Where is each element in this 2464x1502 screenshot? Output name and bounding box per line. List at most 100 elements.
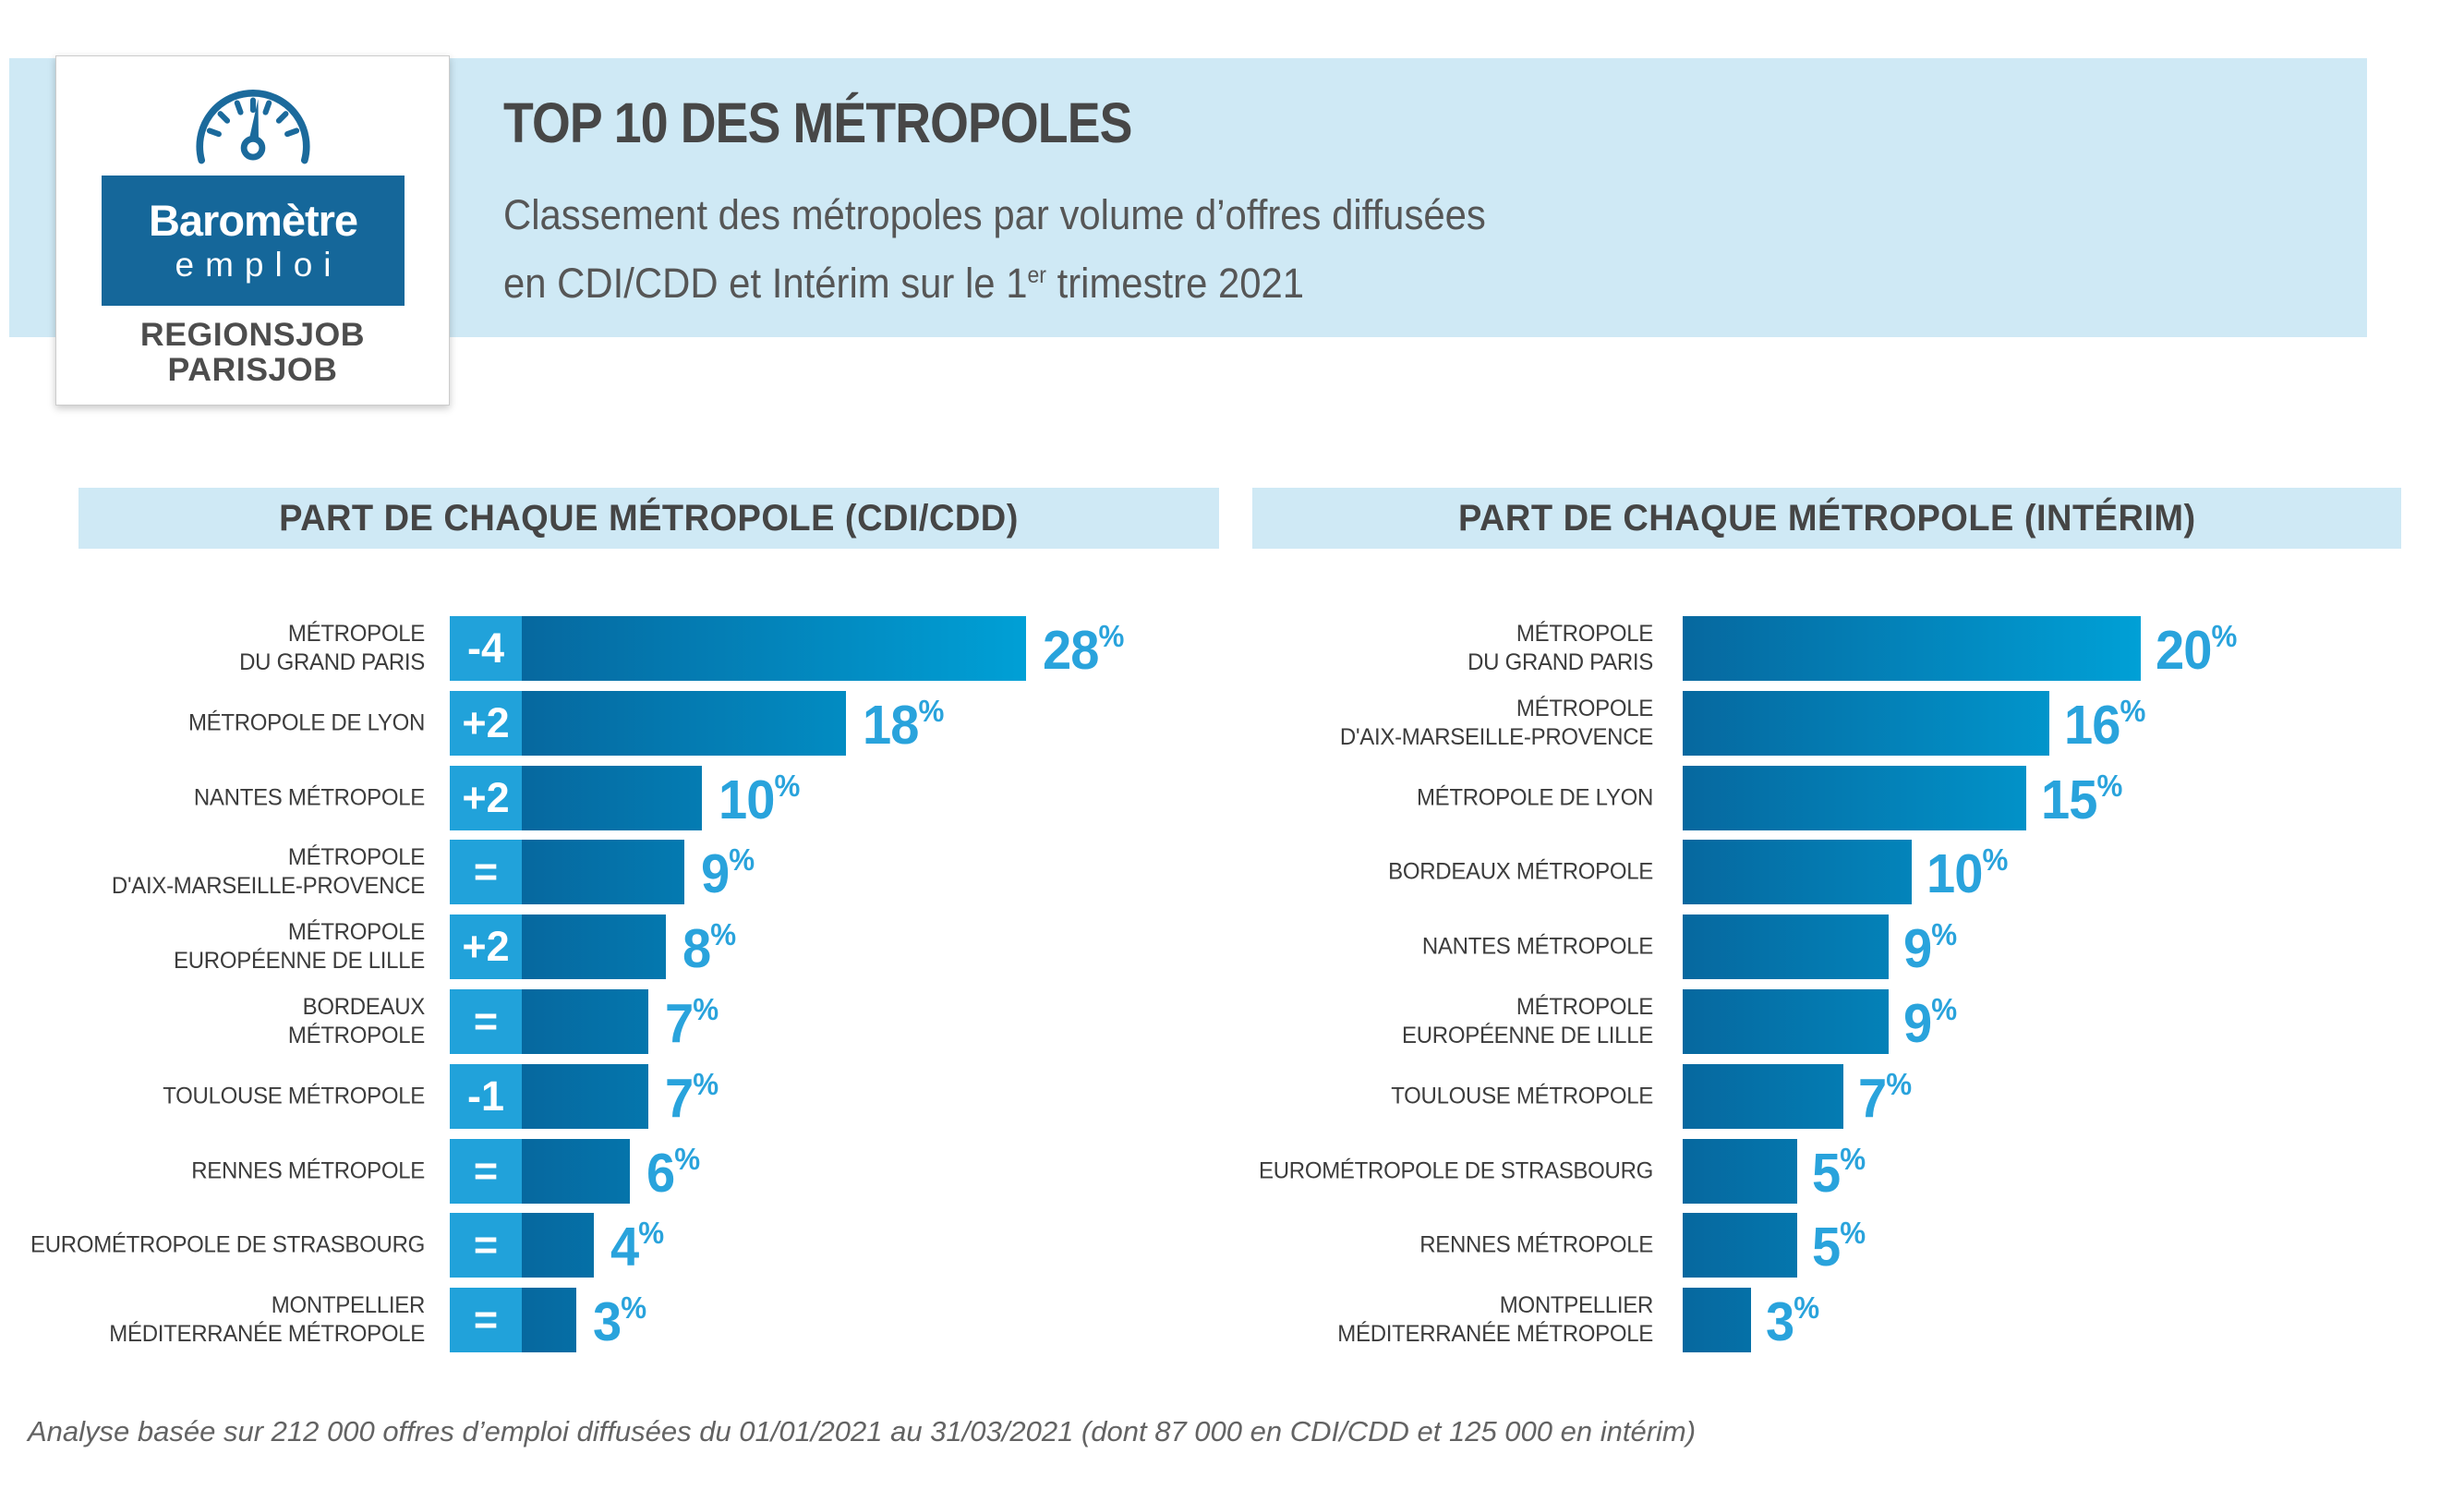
bar-value-number: 7 xyxy=(665,993,694,1054)
bar-value: 7% xyxy=(665,1067,719,1130)
percent-sign: % xyxy=(1098,619,1125,653)
percent-sign: % xyxy=(621,1290,647,1326)
logo-blue-box: Baromètre emploi xyxy=(102,176,405,306)
bar xyxy=(1683,1213,1797,1278)
bar-value-number: 3 xyxy=(593,1291,622,1353)
percent-sign: % xyxy=(1840,1141,1866,1176)
bar-value-number: 18 xyxy=(863,694,919,756)
bar-value-number: 10 xyxy=(1927,843,1983,905)
bar xyxy=(522,690,846,756)
bar-value: 15% xyxy=(2041,769,2122,831)
metropole-label: RENNES MÉTROPOLE xyxy=(1419,1231,1653,1258)
bar-value-number: 4 xyxy=(610,1217,639,1278)
bar xyxy=(1683,840,1912,905)
percent-sign: % xyxy=(2211,619,2238,653)
bar xyxy=(522,1288,576,1353)
metropole-label: TOULOUSE MÉTROPOLE xyxy=(163,1083,426,1109)
rank-change-badge: = xyxy=(450,1288,522,1353)
metropole-label: NANTES MÉTROPOLE xyxy=(1421,933,1653,960)
bar xyxy=(1683,616,2141,681)
percent-sign: % xyxy=(674,1141,701,1176)
metropole-label: TOULOUSE MÉTROPOLE xyxy=(1391,1083,1653,1109)
rank-change-badge: = xyxy=(450,989,522,1054)
metropole-label: MONTPELLIER MÉDITERRANÉE MÉTROPOLE xyxy=(109,1292,425,1348)
bar-value: 6% xyxy=(646,1142,700,1205)
bar-value: 9% xyxy=(1903,917,1957,980)
metropole-label: MÉTROPOLE EUROPÉENNE DE LILLE xyxy=(174,919,425,975)
bar xyxy=(522,840,684,905)
page-subtitle: Classement des métropoles par volume d’o… xyxy=(503,185,1486,314)
bar-value: 20% xyxy=(2156,619,2237,682)
bar-value-number: 7 xyxy=(665,1067,694,1129)
metropole-label: MÉTROPOLE D'AIX-MARSEILLE-PROVENCE xyxy=(1339,695,1653,750)
rank-change-badge: +2 xyxy=(450,690,522,756)
bar-value: 8% xyxy=(682,917,736,980)
bar-value: 3% xyxy=(1766,1290,1819,1353)
bar xyxy=(522,1063,648,1129)
bar-value-number: 3 xyxy=(1766,1291,1794,1353)
metropole-label: BORDEAUX MÉTROPOLE xyxy=(1388,858,1653,885)
bar xyxy=(522,616,1026,681)
bar-value-number: 5 xyxy=(1812,1217,1841,1278)
bar-value: 28% xyxy=(1043,619,1124,682)
bar-value-number: 7 xyxy=(1858,1067,1887,1129)
percent-sign: % xyxy=(1931,992,1958,1026)
logo-site-regionsjob: REGIONSJOB xyxy=(139,317,366,353)
percent-sign: % xyxy=(2120,693,2146,728)
bar-value-number: 10 xyxy=(719,769,775,830)
bar-value: 4% xyxy=(610,1216,664,1278)
percent-sign: % xyxy=(1840,1216,1866,1251)
bar-value: 16% xyxy=(2064,694,2145,757)
rank-change-badge: +2 xyxy=(450,915,522,980)
section-header-interim: PART DE CHAQUE MÉTROPOLE (INTÉRIM) xyxy=(1252,488,2401,549)
metropole-label: MÉTROPOLE DU GRAND PARIS xyxy=(1468,621,1653,675)
subtitle-line2-prefix: en CDI/CDD et Intérim sur le 1 xyxy=(503,260,1028,307)
subtitle-line1: Classement des métropoles par volume d’o… xyxy=(503,191,1486,238)
bar-value-number: 20 xyxy=(2156,620,2212,681)
bar-value-number: 9 xyxy=(1903,918,1932,980)
logo-sites: REGIONSJOB PARISJOB xyxy=(56,318,449,388)
bar-value: 10% xyxy=(719,769,800,831)
percent-sign: % xyxy=(729,842,755,878)
rank-change-badge: = xyxy=(450,1213,522,1278)
metropole-label: MÉTROPOLE EUROPÉENNE DE LILLE xyxy=(1402,994,1653,1048)
bar-value: 5% xyxy=(1812,1142,1866,1205)
bar xyxy=(1683,915,1889,980)
section-title-interim: PART DE CHAQUE MÉTROPOLE (INTÉRIM) xyxy=(1457,497,2196,539)
barometre-logo-card: Baromètre emploi REGIONSJOB PARISJOB xyxy=(55,55,450,406)
metropole-label: MÉTROPOLE D'AIX-MARSEILLE-PROVENCE xyxy=(111,844,425,900)
metropole-label: RENNES MÉTROPOLE xyxy=(191,1157,425,1184)
metropole-label: MÉTROPOLE DE LYON xyxy=(187,709,425,736)
rank-change-badge: = xyxy=(450,840,522,905)
metropole-label: MÉTROPOLE DE LYON xyxy=(1416,784,1653,811)
bar xyxy=(1683,1063,1843,1129)
percent-sign: % xyxy=(693,992,719,1026)
bar xyxy=(522,1138,630,1204)
rank-change-badge: -4 xyxy=(450,616,522,681)
percent-sign: % xyxy=(710,917,737,952)
bar xyxy=(522,989,648,1054)
metropole-label: MÉTROPOLE DU GRAND PARIS xyxy=(239,621,425,675)
bar-value-number: 6 xyxy=(646,1142,675,1204)
percent-sign: % xyxy=(774,768,801,803)
logo-site-parisjob: PARISJOB xyxy=(167,352,338,388)
section-header-cdi-cdd: PART DE CHAQUE MÉTROPOLE (CDI/CDD) xyxy=(79,488,1219,549)
bar-value: 7% xyxy=(665,992,719,1055)
bar xyxy=(1683,690,2049,756)
logo-brand-line2: emploi xyxy=(175,245,343,284)
bar xyxy=(1683,989,1889,1054)
bar-value: 3% xyxy=(593,1290,646,1353)
metropole-label: BORDEAUX MÉTROPOLE xyxy=(287,994,425,1048)
rank-change-badge: -1 xyxy=(450,1063,522,1129)
bar xyxy=(522,1213,594,1278)
bar xyxy=(1683,1138,1797,1204)
bar-value: 7% xyxy=(1858,1067,1912,1130)
bar-value-number: 16 xyxy=(2064,694,2120,756)
section-title-cdi-cdd: PART DE CHAQUE MÉTROPOLE (CDI/CDD) xyxy=(279,497,1019,539)
percent-sign: % xyxy=(918,693,945,728)
bar-value: 9% xyxy=(701,842,755,905)
bar-value: 18% xyxy=(863,694,944,757)
subtitle-line2-suffix: trimestre 2021 xyxy=(1045,260,1305,307)
gauge-icon xyxy=(196,90,309,164)
percent-sign: % xyxy=(1794,1290,1820,1326)
